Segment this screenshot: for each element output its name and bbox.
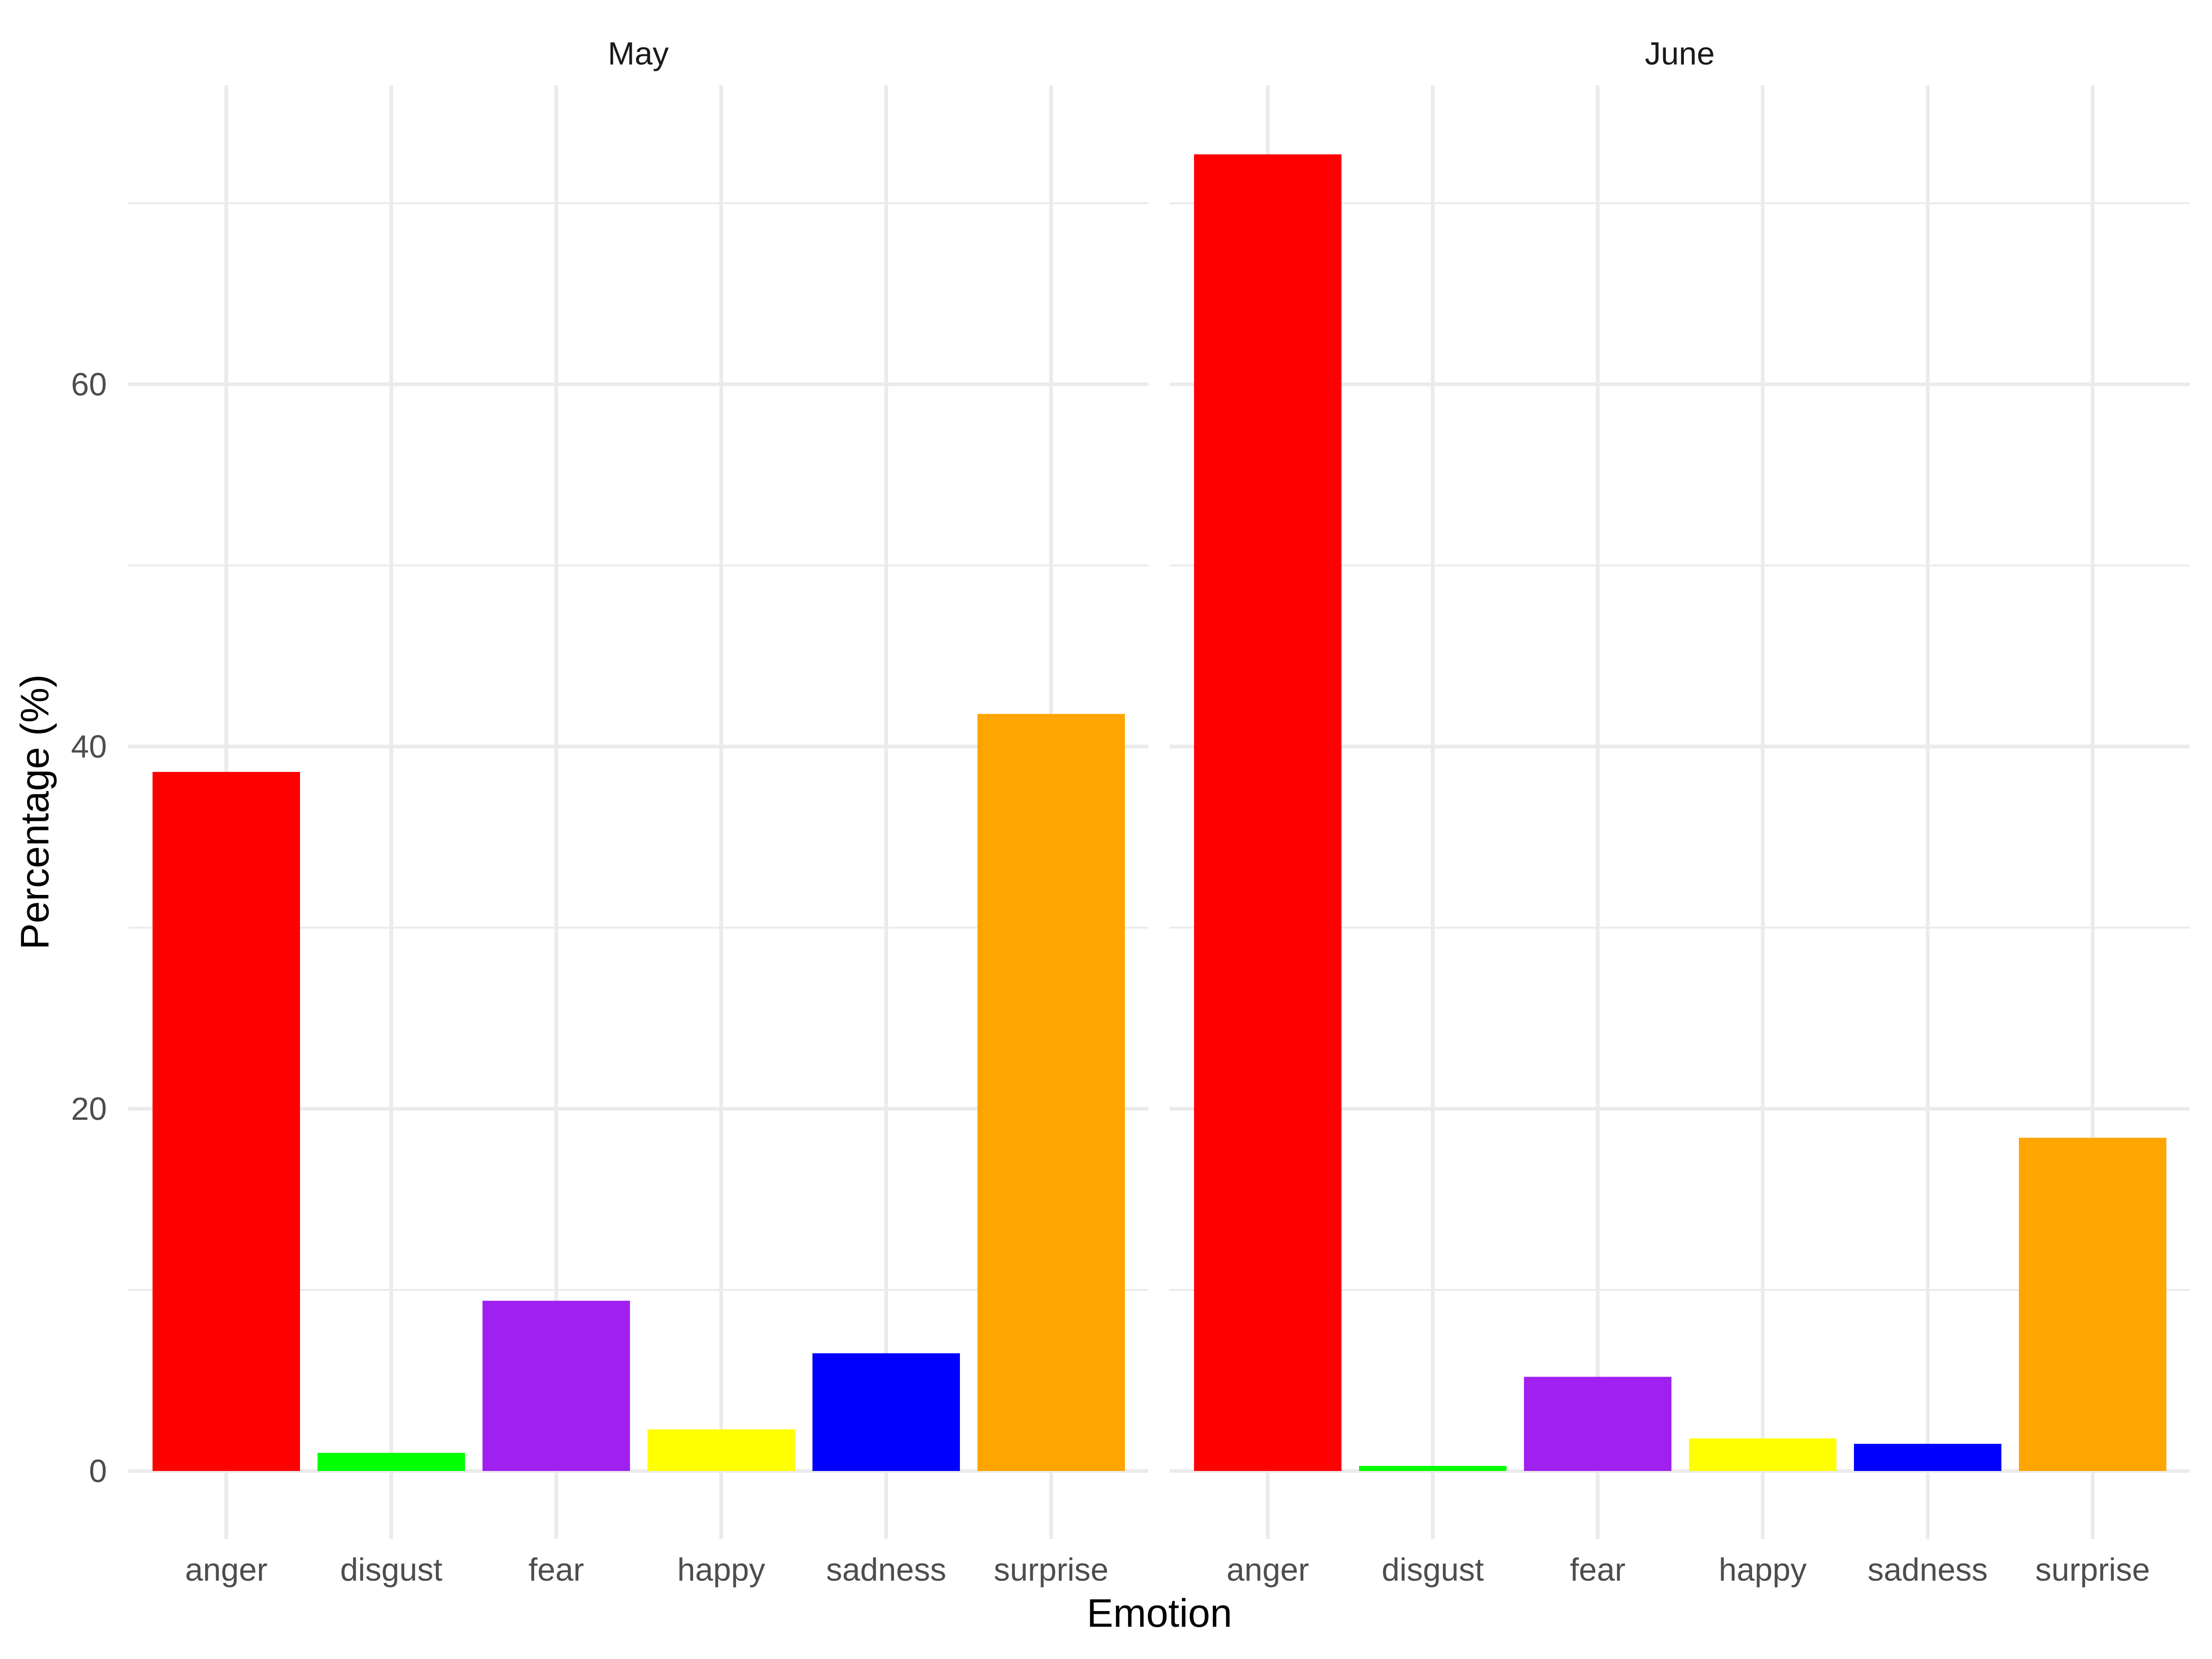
bar-may-fear — [482, 1300, 630, 1471]
x-tick-label: happy — [677, 1552, 765, 1588]
x-tick-label: surprise — [994, 1552, 1109, 1588]
x-tick-label: disgust — [340, 1552, 442, 1588]
bar-may-sadness — [812, 1353, 960, 1471]
x-tick-label: anger — [1226, 1552, 1309, 1588]
bar-may-anger — [153, 772, 300, 1471]
x-tick-label: sadness — [826, 1552, 947, 1588]
y-tick-label: 60 — [71, 366, 107, 402]
bar-june-surprise — [2019, 1137, 2166, 1471]
bar-june-anger — [1194, 154, 1341, 1471]
facet-title: June — [1645, 35, 1715, 71]
x-tick-label: happy — [1719, 1552, 1807, 1588]
x-tick-label: sadness — [1868, 1552, 1988, 1588]
y-axis-title: Percentage (%) — [13, 674, 57, 950]
bar-june-happy — [1689, 1438, 1836, 1471]
bar-may-surprise — [977, 714, 1125, 1471]
y-tick-label: 40 — [71, 729, 107, 765]
y-tick-label: 0 — [89, 1453, 107, 1489]
x-tick-label: fear — [1570, 1552, 1626, 1588]
bar-june-disgust — [1359, 1465, 1506, 1471]
y-tick-label: 20 — [71, 1091, 107, 1127]
x-axis-title: Emotion — [1087, 1591, 1232, 1635]
facet-title: May — [608, 35, 669, 71]
bar-may-disgust — [318, 1453, 465, 1471]
bar-june-fear — [1524, 1377, 1671, 1471]
x-tick-label: anger — [185, 1552, 267, 1588]
x-tick-label: surprise — [2036, 1552, 2150, 1588]
bar-june-sadness — [1854, 1444, 2001, 1471]
x-tick-label: fear — [529, 1552, 584, 1588]
bar-may-happy — [647, 1429, 795, 1471]
x-tick-label: disgust — [1382, 1552, 1484, 1588]
